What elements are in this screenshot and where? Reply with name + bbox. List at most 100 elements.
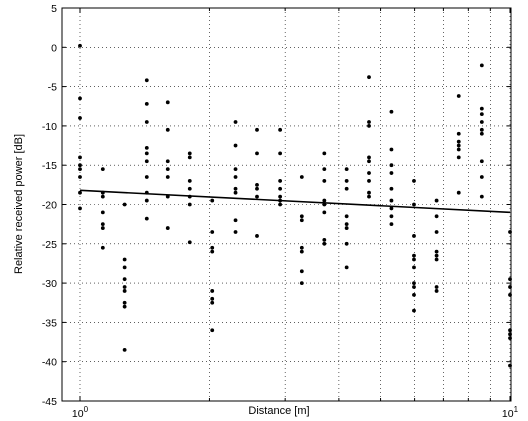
data-point xyxy=(165,175,170,179)
data-point xyxy=(78,175,82,179)
y-tick-label: -10 xyxy=(42,121,57,133)
data-point xyxy=(144,216,149,221)
data-point xyxy=(434,214,439,219)
data-point xyxy=(165,226,170,230)
data-point xyxy=(322,241,327,246)
data-point xyxy=(412,234,416,238)
data-point xyxy=(456,143,461,148)
data-point xyxy=(78,167,82,172)
x-axis-ticks: 100 101 xyxy=(72,8,519,420)
trend-line-group xyxy=(79,189,511,214)
data-point xyxy=(344,179,349,183)
data-point xyxy=(78,190,82,195)
data-points xyxy=(78,43,512,368)
data-point xyxy=(412,202,416,207)
data-point xyxy=(122,202,127,207)
y-tick-label: -25 xyxy=(42,239,57,251)
data-point xyxy=(322,167,327,172)
data-point xyxy=(434,253,439,258)
data-point xyxy=(322,179,327,183)
data-point xyxy=(255,186,259,191)
data-point xyxy=(456,131,461,136)
data-point xyxy=(233,186,238,191)
data-point xyxy=(187,240,192,245)
data-point xyxy=(144,190,149,195)
data-point xyxy=(187,155,192,160)
data-point xyxy=(389,206,394,211)
data-point xyxy=(187,194,192,199)
data-point xyxy=(299,214,304,219)
data-point xyxy=(210,230,215,234)
data-point xyxy=(479,120,484,124)
data-point xyxy=(122,300,127,305)
data-point xyxy=(78,43,82,48)
data-point xyxy=(389,171,394,175)
data-point xyxy=(255,151,259,156)
data-point xyxy=(434,257,439,262)
data-point xyxy=(100,226,105,230)
data-point xyxy=(434,198,439,203)
data-point xyxy=(233,143,238,148)
y-tick-label: -35 xyxy=(42,317,57,329)
data-point xyxy=(367,190,371,195)
data-point xyxy=(122,304,127,309)
data-point xyxy=(233,218,238,223)
data-point xyxy=(344,214,349,219)
data-point xyxy=(122,277,127,282)
data-point xyxy=(344,265,349,270)
data-point xyxy=(122,285,127,289)
data-point xyxy=(233,190,238,195)
y-tick-label: -40 xyxy=(42,357,57,369)
data-point xyxy=(299,218,304,223)
data-point xyxy=(299,281,304,285)
data-point xyxy=(233,120,238,124)
data-point xyxy=(255,194,259,199)
data-point xyxy=(122,348,127,352)
data-point xyxy=(233,175,238,179)
data-point xyxy=(278,198,283,203)
data-point xyxy=(144,146,149,150)
data-point xyxy=(278,179,283,183)
data-point xyxy=(165,167,170,172)
data-point xyxy=(100,194,105,199)
data-point xyxy=(412,179,416,183)
data-point xyxy=(299,249,304,254)
data-point xyxy=(210,296,215,301)
data-point xyxy=(78,206,82,211)
data-point xyxy=(456,94,461,98)
data-point xyxy=(100,210,105,215)
y-tick-label: -45 xyxy=(42,396,57,408)
data-point xyxy=(122,265,127,270)
data-point xyxy=(299,269,304,274)
x-axis-label: Distance [m] xyxy=(248,405,309,417)
data-point xyxy=(367,120,371,124)
data-point xyxy=(412,281,416,285)
data-point xyxy=(210,198,215,203)
data-point xyxy=(278,151,283,156)
data-point xyxy=(412,285,416,289)
data-point xyxy=(187,202,192,207)
data-point xyxy=(144,101,149,106)
y-tick-label: -20 xyxy=(42,200,57,212)
data-point xyxy=(122,257,127,262)
data-point xyxy=(322,198,327,203)
data-point xyxy=(344,167,349,172)
data-point xyxy=(389,147,394,152)
data-point xyxy=(367,124,371,128)
y-axis-ticks: 5 0 -5 -10 -15 -20 -25 -30 -35 -40 -45 xyxy=(42,3,511,408)
data-point xyxy=(255,127,259,132)
data-point xyxy=(479,112,484,117)
data-point xyxy=(78,116,82,120)
data-point xyxy=(210,249,215,254)
data-point xyxy=(412,253,416,258)
data-point xyxy=(78,155,82,160)
data-point xyxy=(367,155,371,160)
data-point xyxy=(479,194,484,199)
data-point xyxy=(322,210,327,215)
data-point xyxy=(412,257,416,262)
data-point xyxy=(479,159,484,164)
data-point xyxy=(389,198,394,203)
data-point xyxy=(299,245,304,250)
data-point xyxy=(144,151,149,156)
data-point xyxy=(367,75,371,80)
